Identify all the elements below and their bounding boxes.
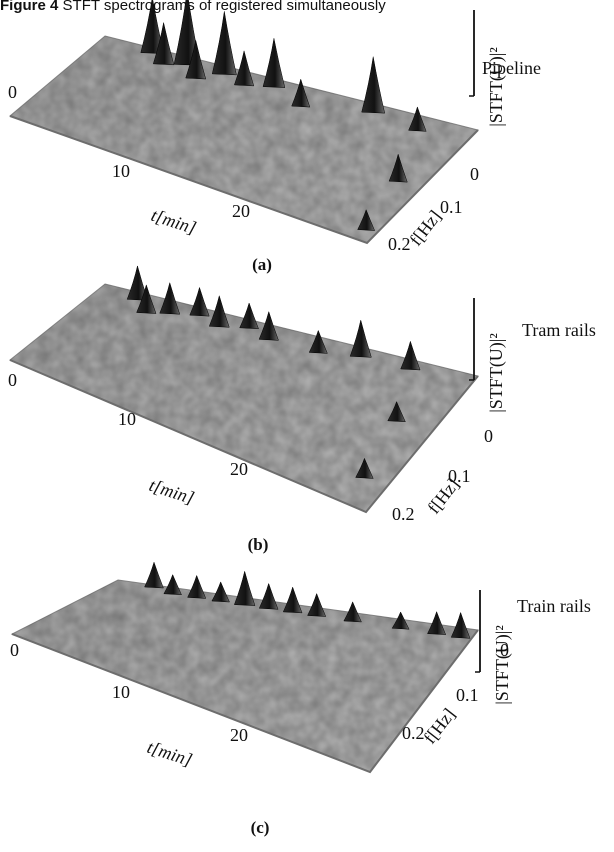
z-axis-label: |STFT(U)|² <box>486 333 507 413</box>
x-tick-label: 0 <box>8 370 17 390</box>
y-tick-label: 0.2 <box>388 234 411 254</box>
z-axis-label: |STFT(U)|² <box>492 625 513 705</box>
peak-11 <box>357 209 376 231</box>
peak-8 <box>361 56 386 114</box>
y-tick-label: 0.2 <box>392 504 415 524</box>
y-tick-label: 0.1 <box>448 466 471 486</box>
peak-7 <box>307 592 327 617</box>
surface-texture <box>10 36 478 243</box>
peak-6 <box>262 38 286 88</box>
peak-4 <box>234 571 256 606</box>
peak-1 <box>152 22 175 66</box>
surface-edge <box>11 629 479 774</box>
peak-9 <box>400 340 421 371</box>
y-axis-title: f[Hz] <box>419 704 459 747</box>
peak-5 <box>258 582 279 610</box>
peak-9 <box>408 106 427 132</box>
x-tick-label: 10 <box>112 682 130 702</box>
x-axis-title: t[min] <box>147 475 197 508</box>
peak-9 <box>391 611 410 630</box>
peak-11 <box>355 457 374 479</box>
panel-label: (b) <box>248 535 269 554</box>
peak-1 <box>163 573 182 596</box>
x-tick-label: 10 <box>112 161 130 181</box>
panel-label: (a) <box>252 255 272 274</box>
y-tick-label: 0.2 <box>402 723 425 743</box>
peak-5 <box>234 50 255 87</box>
peak-6 <box>258 310 279 341</box>
x-tick-label: 20 <box>230 459 248 479</box>
peak-1 <box>136 283 157 314</box>
y-tick-label: 0 <box>500 640 509 660</box>
x-axis-title: t[min] <box>149 205 199 238</box>
peak-7 <box>291 78 311 108</box>
x-tick-label: 20 <box>232 201 250 221</box>
x-tick-label: 0 <box>10 640 19 660</box>
surface-texture <box>12 580 478 772</box>
figure-number: Figure 4 <box>0 0 59 14</box>
y-tick-label: 0 <box>484 426 493 446</box>
figure-caption: Figure 4 STFT spectrograms of registered… <box>0 0 386 14</box>
x-tick-label: 10 <box>118 409 136 429</box>
y-tick-label: 0 <box>470 164 479 184</box>
peak-3 <box>185 40 207 80</box>
peak-4 <box>208 294 230 328</box>
peak-2 <box>187 574 207 599</box>
peak-10 <box>387 401 406 423</box>
x-tick-label: 20 <box>230 725 248 745</box>
series-label: Pipeline <box>482 58 541 78</box>
peak-3 <box>189 286 210 317</box>
peak-10 <box>388 153 408 183</box>
x-tick-label: 0 <box>8 82 17 102</box>
surface-texture <box>10 284 478 512</box>
z-axis-label: |STFT(U)|² <box>486 47 507 127</box>
series-label: Tram rails <box>522 320 596 340</box>
panel-label: (c) <box>251 818 270 837</box>
peak-6 <box>282 586 303 614</box>
figure-caption-text: STFT spectrograms of registered simultan… <box>62 0 386 14</box>
peak-3 <box>211 581 230 603</box>
peak-8 <box>343 601 362 623</box>
x-axis-title: t[min] <box>145 737 195 770</box>
y-tick-label: 0.1 <box>440 197 463 217</box>
surface-edge <box>9 115 479 245</box>
series-label: Train rails <box>517 596 591 616</box>
surface-edge <box>9 359 479 514</box>
peak-10 <box>427 610 447 635</box>
peak-5 <box>239 302 259 330</box>
peak-4 <box>211 11 237 76</box>
peak-0 <box>144 561 164 589</box>
peak-8 <box>349 320 372 358</box>
y-tick-label: 0.1 <box>456 685 479 705</box>
peak-2 <box>159 281 181 315</box>
peak-11 <box>450 611 471 639</box>
peak-7 <box>308 329 328 354</box>
